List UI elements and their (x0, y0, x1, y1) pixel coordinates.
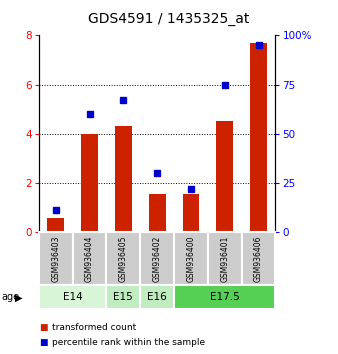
Bar (140, 285, 174, 309)
Bar (183, 194, 199, 232)
Text: GSM936403: GSM936403 (51, 235, 60, 282)
Text: GSM936402: GSM936402 (153, 235, 162, 282)
Text: percentile rank within the sample: percentile rank within the sample (52, 338, 205, 347)
Bar (39, 232, 73, 285)
Bar (174, 232, 208, 285)
Text: ■: ■ (39, 338, 47, 347)
Text: E16: E16 (147, 292, 167, 302)
Bar (174, 285, 275, 309)
Bar (216, 121, 233, 232)
Bar (81, 133, 98, 232)
Bar (39, 285, 106, 309)
Bar (106, 232, 140, 285)
Bar (73, 232, 106, 285)
Bar (47, 218, 64, 232)
Bar (149, 194, 166, 232)
Text: GSM936406: GSM936406 (254, 235, 263, 282)
Bar (115, 126, 132, 232)
Text: E15: E15 (114, 292, 133, 302)
Bar (140, 232, 174, 285)
Text: ▶: ▶ (15, 293, 23, 303)
Bar (208, 232, 242, 285)
Bar (242, 232, 275, 285)
Text: ■: ■ (39, 323, 47, 332)
Bar (250, 43, 267, 232)
Text: E14: E14 (63, 292, 82, 302)
Text: GSM936400: GSM936400 (187, 235, 195, 282)
Text: GDS4591 / 1435325_at: GDS4591 / 1435325_at (88, 12, 250, 27)
Text: GSM936404: GSM936404 (85, 235, 94, 282)
Text: age: age (2, 292, 20, 302)
Text: GSM936405: GSM936405 (119, 235, 128, 282)
Bar (106, 285, 140, 309)
Text: GSM936401: GSM936401 (220, 235, 229, 282)
Text: E17.5: E17.5 (210, 292, 240, 302)
Text: transformed count: transformed count (52, 323, 136, 332)
